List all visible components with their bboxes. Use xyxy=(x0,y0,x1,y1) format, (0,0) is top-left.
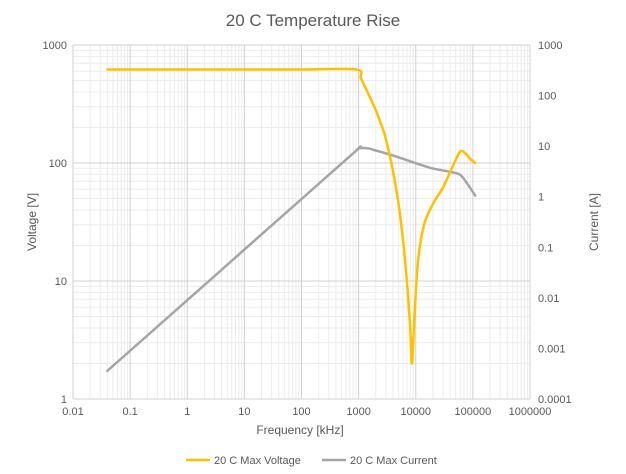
x-tick-label: 1000 xyxy=(346,406,370,418)
legend-label-current: 20 C Max Current xyxy=(350,455,437,467)
y-axis-label: Voltage [V] xyxy=(25,193,39,251)
x-tick-label: 0.01 xyxy=(62,406,83,418)
y2-tick-label: 10 xyxy=(538,141,550,153)
x-tick-label: 10000 xyxy=(400,406,431,418)
y-tick-label: 10 xyxy=(55,276,67,288)
y2-axis-label: Current [A] xyxy=(587,193,601,251)
x-tick-label: 10 xyxy=(238,406,250,418)
x-tick-label: 1000000 xyxy=(509,406,552,418)
chart-title: 20 C Temperature Rise xyxy=(226,11,401,30)
series-layer xyxy=(106,67,477,373)
x-tick-label: 100000 xyxy=(455,406,492,418)
x-tick-label: 1 xyxy=(184,406,190,418)
y-tick-label: 1000 xyxy=(43,40,67,52)
y2-tick-label: 100 xyxy=(538,91,556,103)
legend-label-voltage: 20 C Max Voltage xyxy=(214,455,301,467)
x-tick-label: 0.1 xyxy=(122,406,137,418)
y-tick-label: 100 xyxy=(49,158,67,170)
y2-tick-label: 0.001 xyxy=(538,343,566,355)
y2-tick-label: 1 xyxy=(538,192,544,204)
y-tick-label: 1 xyxy=(61,394,67,406)
y2-tick-label: 0.01 xyxy=(538,293,559,305)
x-tick-label: 100 xyxy=(292,406,310,418)
legend: 20 C Max Voltage 20 C Max Current xyxy=(186,455,437,467)
y2-tick-label: 1000 xyxy=(538,40,562,52)
y2-tick-label: 0.0001 xyxy=(538,394,572,406)
voltage-series-line xyxy=(106,67,477,365)
tick-labels: 0.01 0.1 1 10 100 1000 10000 100000 100000011010… xyxy=(43,40,572,418)
x-axis-label: Frequency [kHz] xyxy=(256,423,343,437)
y2-tick-label: 0.1 xyxy=(538,242,553,254)
